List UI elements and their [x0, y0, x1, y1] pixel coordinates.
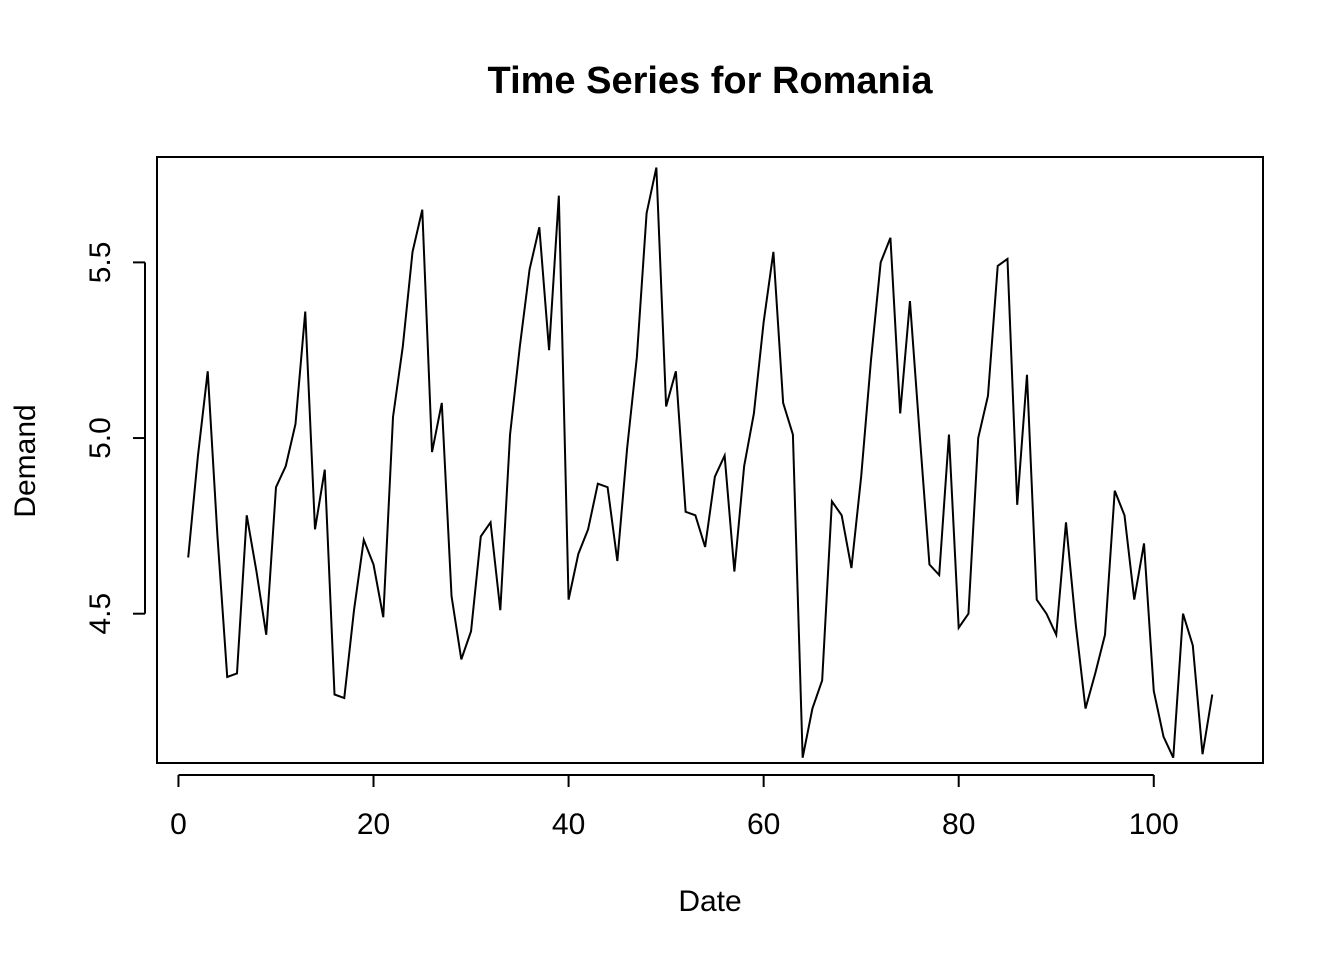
y-tick-label: 4.5: [84, 593, 117, 635]
x-tick-label: 20: [357, 808, 390, 841]
y-axis-label: Demand: [9, 404, 42, 517]
x-tick-label: 60: [747, 808, 780, 841]
x-axis-label: Date: [678, 885, 741, 918]
chart-title: Time Series for Romania: [488, 60, 934, 102]
y-tick-label: 5.0: [84, 417, 117, 459]
x-tick-label: 100: [1129, 808, 1179, 841]
x-tick-label: 80: [942, 808, 975, 841]
x-tick-label: 0: [170, 808, 187, 841]
x-tick-label: 40: [552, 808, 585, 841]
plot-frame: [156, 156, 1264, 764]
demand-series-line: [187, 167, 1214, 759]
y-tick-label: 5.5: [84, 242, 117, 284]
x-axis: 0 20 40 60 80 100: [170, 774, 1179, 841]
y-axis: 4.5 5.0 5.5: [84, 242, 146, 635]
